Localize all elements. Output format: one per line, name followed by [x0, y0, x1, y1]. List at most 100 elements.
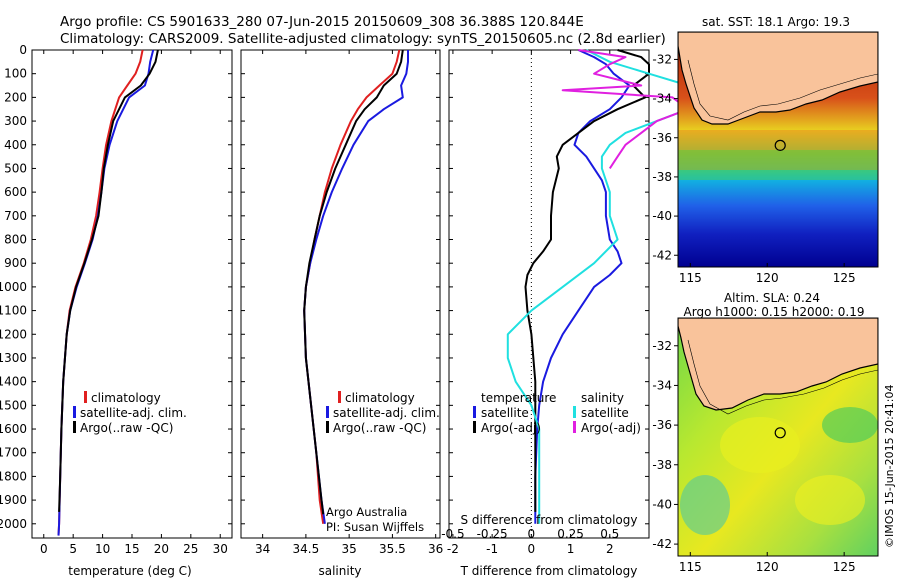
salinity-xticks: 34 34.5 35 35.5 36 [255, 50, 443, 556]
x-tick-label: 20 [154, 542, 169, 556]
series-line [303, 49, 404, 515]
legend-swatch-t-satellite [473, 406, 476, 418]
sla-blob-2 [795, 475, 865, 525]
lon-tick-label: 125 [833, 560, 856, 574]
depth-tick-label: 1700 [0, 446, 27, 460]
sla-map [678, 318, 878, 556]
depth-tick-label: 1300 [0, 351, 27, 365]
difference-panel [448, 49, 650, 539]
depth-tick-label: 1500 [0, 398, 27, 412]
depth-tick-label: 100 [4, 67, 27, 81]
depth-tick-label: 1600 [0, 422, 27, 436]
legend-label-climatology: climatology [345, 391, 415, 405]
series-line [561, 49, 690, 169]
salinity-series [303, 49, 409, 524]
sst-map-frame [677, 31, 879, 268]
lat-tick-label: -36 [652, 418, 672, 432]
sst-lat-ticks: -32 -34 -36 -38 -40 -42 [652, 52, 678, 262]
sla-land [678, 318, 878, 411]
header-line-1: Argo profile: CS 5901633_280 07-Jun-2015… [60, 14, 584, 30]
x-tick-label: 1 [567, 542, 575, 556]
x-tick-label: 34.5 [293, 542, 320, 556]
depth-tick-label: 400 [4, 138, 27, 152]
lat-tick-label: -36 [652, 131, 672, 145]
series-line [58, 49, 159, 512]
x-tick-label: 36 [428, 542, 443, 556]
legend-label-satellite-adj: satellite-adj. clim. [80, 406, 187, 420]
x-tick-label: 25 [183, 542, 198, 556]
legend-label-t-satellite: satellite [481, 406, 529, 420]
depth-tick-label: 1000 [0, 280, 27, 294]
x-tick-label: 2 [606, 542, 614, 556]
sst-shelf-contour [687, 59, 878, 121]
temperature-xlabel: temperature (deg C) [68, 564, 191, 578]
imos-watermark: ©IMOS 15-Jun-2015 20:41:04 [883, 384, 896, 548]
legend-swatch-climatology [338, 391, 341, 403]
x-tick-label: -1 [486, 542, 498, 556]
legend-title-temperature: temperature [481, 391, 556, 405]
x-tick-label: 30 [213, 542, 228, 556]
temperature-panel [31, 49, 233, 539]
depth-tick-label: 1900 [0, 493, 27, 507]
sla-float-marker [774, 427, 786, 439]
temperature-xticks: 0 5 10 15 20 25 30 [40, 50, 228, 556]
x-tick-label-top: -0.25 [477, 527, 508, 541]
depth-tick-label: 200 [4, 90, 27, 104]
legend-title-salinity: salinity [581, 391, 624, 405]
legend-label-t-argo: Argo(-adj) [481, 421, 541, 435]
x-tick-label: 5 [69, 542, 77, 556]
x-tick-label-top: 0.5 [600, 527, 619, 541]
legend-label-s-argo: Argo(-adj) [581, 421, 641, 435]
depth-tick-label: 1400 [0, 375, 27, 389]
depth-tick-label: 900 [4, 256, 27, 270]
x-tick-label: 0 [40, 542, 48, 556]
lon-tick-label: 120 [756, 271, 779, 285]
sla-lat-ticks: -32 -34 -36 -38 -40 -42 [652, 339, 678, 551]
sla-blob-3 [680, 475, 730, 535]
sst-map-title: sat. SST: 18.1 Argo: 19.3 [702, 15, 850, 29]
sst-map [678, 32, 878, 267]
salinity-panel [240, 49, 441, 539]
lon-tick-label: 115 [679, 560, 702, 574]
difference-xlabel-top: S difference from climatology [461, 513, 638, 527]
annotation-argo-australia: Argo Australia [326, 505, 407, 519]
legend-swatch-satellite-adj [326, 406, 329, 418]
header-line-2: Climatology: CARS2009. Satellite-adjuste… [60, 31, 666, 47]
lat-tick-label: -42 [652, 248, 672, 262]
depth-tick-label: 0 [19, 43, 27, 57]
depth-tick-label: 300 [4, 114, 27, 128]
lat-tick-label: -32 [652, 52, 672, 66]
lon-tick-label: 120 [756, 560, 779, 574]
legend-swatch-argo [326, 421, 329, 433]
depth-tick-label: 1200 [0, 327, 27, 341]
x-tick-label-top: -0.5 [441, 527, 464, 541]
legend-label-s-satellite: satellite [581, 406, 629, 420]
depth-tick-label: 1800 [0, 469, 27, 483]
temperature-legend: climatology satellite-adj. clim. Argo(..… [73, 391, 187, 435]
lat-tick-label: -38 [652, 458, 672, 472]
temperature-series [57, 49, 159, 536]
salinity-legend: climatology satellite-adj. clim. Argo(..… [326, 391, 440, 534]
difference-legend: temperature salinity satellite Argo(-adj… [473, 391, 641, 435]
depth-axis: 0 100 200 300 400 500 600 700 800 900 1000 1100 1200… [0, 43, 649, 531]
lat-tick-label: -38 [652, 170, 672, 184]
difference-xlabel: T difference from climatology [460, 564, 638, 578]
sst-land [678, 32, 878, 125]
annotation-pi: PI: Susan Wijffels [326, 520, 424, 534]
legend-label-satellite-adj: satellite-adj. clim. [333, 406, 440, 420]
legend-swatch-s-argo [573, 421, 576, 433]
sla-map-title-1: Altim. SLA: 0.24 [724, 291, 820, 305]
x-tick-label: 35.5 [379, 542, 406, 556]
x-tick-label: 34 [255, 542, 270, 556]
legend-label-argo: Argo(..raw -QC) [80, 421, 173, 435]
lon-tick-label: 115 [679, 271, 702, 285]
legend-label-argo: Argo(..raw -QC) [333, 421, 426, 435]
depth-tick-label: 800 [4, 233, 27, 247]
depth-tick-label: 700 [4, 209, 27, 223]
legend-swatch-argo [73, 421, 76, 433]
legend-swatch-climatology [84, 391, 87, 403]
depth-tick-label: 2000 [0, 517, 27, 531]
lat-tick-label: -34 [652, 378, 672, 392]
sst-float-marker [774, 139, 786, 151]
series-line [534, 49, 631, 524]
